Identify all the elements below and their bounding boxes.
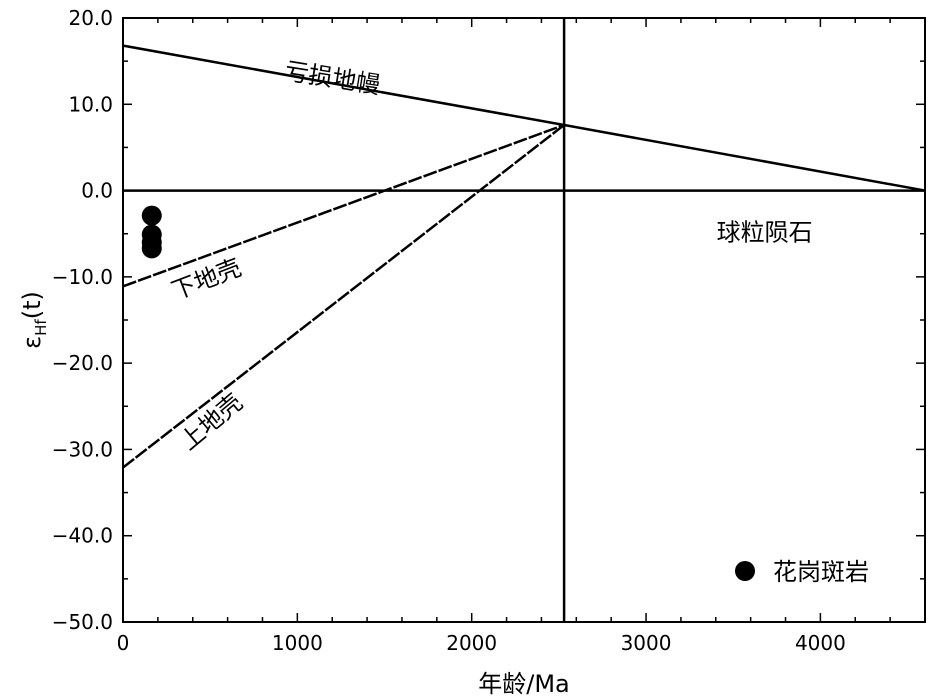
data-points: [141, 205, 162, 259]
x-tick-label: 4000: [795, 631, 846, 655]
y-tick-label: −20.0: [52, 351, 113, 375]
data-point-1: [141, 205, 162, 226]
y-axis-label: εHf(t): [18, 291, 50, 349]
y-tick-label: −10.0: [52, 265, 113, 289]
y-axis-label-main: ε: [18, 336, 46, 349]
y-axis-label-tail: (t): [18, 291, 46, 319]
y-ticks: 20.0 10.0 0.0 −10.0 −20.0 −30.0 −40.0 −50.0: [52, 6, 925, 634]
x-tick-label: 0: [117, 631, 130, 655]
x-tick-label: 1000: [272, 631, 323, 655]
x-ticks: 0 1000 2000 3000 4000: [117, 18, 926, 655]
x-axis-label: 年龄/Ma: [478, 670, 570, 698]
y-axis-label-sub: Hf: [32, 319, 50, 336]
y-tick-label: −50.0: [52, 610, 113, 634]
plot-frame: [122, 17, 926, 623]
legend-label: 花岗斑岩: [773, 558, 869, 586]
y-tick-label: −30.0: [52, 437, 113, 461]
y-tick-label: 10.0: [68, 92, 113, 116]
reference-lines: [122, 18, 926, 622]
legend: 花岗斑岩: [735, 558, 869, 586]
x-tick-label: 2000: [446, 631, 497, 655]
chondrite-label: 球粒陨石: [717, 219, 813, 247]
data-point-4: [141, 238, 162, 259]
y-tick-label: 0.0: [81, 179, 113, 203]
depleted-mantle-label: 亏损地幔: [283, 57, 382, 100]
y-tick-label: 20.0: [68, 6, 113, 30]
legend-marker: [735, 561, 755, 581]
lower-crust-line: [122, 123, 565, 288]
upper-crust-line: [122, 124, 565, 469]
depleted-mantle-line: [122, 44, 926, 192]
x-tick-label: 3000: [621, 631, 672, 655]
y-tick-label: −40.0: [52, 524, 113, 548]
lower-crust-label: 下地壳: [168, 253, 245, 305]
